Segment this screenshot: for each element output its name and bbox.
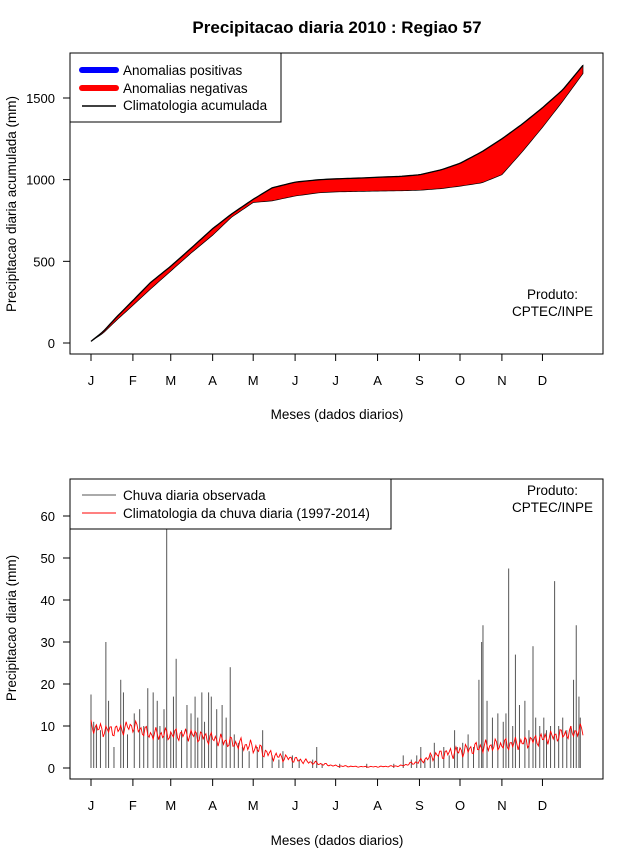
bottom-x-tick-label: M xyxy=(165,798,176,813)
top-x-tick-label: F xyxy=(129,373,137,388)
top-y-tick-label: 0 xyxy=(48,336,55,351)
top-annotation-line-2: CPTEC/INPE xyxy=(512,304,593,319)
top-x-tick-label: N xyxy=(497,373,506,388)
bottom-legend-box xyxy=(69,478,392,530)
bottom-y-axis: 0 10 20 30 40 50 60 xyxy=(41,509,70,776)
bottom-y-tick-label: 20 xyxy=(41,677,55,692)
top-y-axis-label: Precipitacao diaria acumulada (mm) xyxy=(4,96,19,312)
legend-climatology-label: Climatologia acumulada xyxy=(123,98,268,113)
top-annotation-line-1: Produto: xyxy=(527,287,578,302)
bottom-annotation-line-1: Produto: xyxy=(527,483,578,498)
bottom-y-tick-label: 60 xyxy=(41,509,55,524)
top-x-axis-label: Meses (dados diarios) xyxy=(271,407,404,422)
daily-climatology-line-group xyxy=(90,719,584,768)
top-x-tick-label: J xyxy=(292,373,299,388)
bottom-x-tick-label: D xyxy=(538,798,547,813)
bottom-y-tick-label: 30 xyxy=(41,635,55,650)
legend-positive-label: Anomalias positivas xyxy=(123,63,243,78)
top-x-tick-label: M xyxy=(248,373,259,388)
top-x-tick-label: S xyxy=(415,373,424,388)
bottom-x-tick-label: J xyxy=(292,798,299,813)
top-x-tick-label: O xyxy=(455,373,465,388)
legend-observed-label: Chuva diaria observada xyxy=(123,488,266,503)
bottom-x-tick-label: N xyxy=(497,798,506,813)
bottom-y-tick-label: 10 xyxy=(41,719,55,734)
top-x-tick-label: J xyxy=(332,373,339,388)
top-x-tick-label: J xyxy=(88,373,95,388)
top-y-tick-label: 1500 xyxy=(26,91,55,106)
bottom-x-axis-label: Meses (dados diarios) xyxy=(271,833,404,848)
bottom-x-tick-label: O xyxy=(455,798,465,813)
bottom-y-axis-label: Precipitacao diaria (mm) xyxy=(4,555,19,701)
bottom-legend: Chuva diaria observada Climatologia da c… xyxy=(69,478,392,530)
climatology-accumulated-line xyxy=(90,64,584,342)
bottom-x-tick-label: S xyxy=(415,798,424,813)
top-y-tick-label: 500 xyxy=(33,254,55,269)
bottom-x-tick-label: A xyxy=(373,798,382,813)
legend-daily-climatology-label: Climatologia da chuva diaria (1997-2014) xyxy=(123,506,370,521)
daily-climatology-line xyxy=(90,719,584,768)
bottom-x-tick-label: J xyxy=(88,798,95,813)
legend-negative-label: Anomalias negativas xyxy=(123,81,248,96)
top-chart: J F M A M J J A S O N D 0 500 1000 1500 Meses (dados d… xyxy=(4,52,604,422)
daily-rain-bars xyxy=(90,479,581,768)
top-legend: Anomalias positivas Anomalias negativas … xyxy=(69,52,282,123)
bottom-x-tick-label: M xyxy=(248,798,259,813)
top-y-tick-label: 1000 xyxy=(26,173,55,188)
chart-title: Precipitacao diaria 2010 : Regiao 57 xyxy=(192,18,481,37)
top-y-axis: 0 500 1000 1500 xyxy=(26,91,70,351)
bottom-x-tick-label: F xyxy=(129,798,137,813)
top-x-tick-label: D xyxy=(538,373,547,388)
bottom-y-tick-label: 50 xyxy=(41,551,55,566)
bottom-annotation-line-2: CPTEC/INPE xyxy=(512,500,593,515)
bottom-y-tick-label: 40 xyxy=(41,593,55,608)
bottom-chart: J F M A M J J A S O N D 0 10 20 30 40 50 60 Meses (dados … xyxy=(4,478,604,848)
top-x-tick-label: A xyxy=(373,373,382,388)
bottom-x-tick-label: A xyxy=(208,798,217,813)
climatology-line-group xyxy=(90,64,584,342)
bottom-y-tick-label: 0 xyxy=(48,761,55,776)
top-x-tick-label: M xyxy=(165,373,176,388)
top-x-tick-label: A xyxy=(208,373,217,388)
bottom-x-tick-label: J xyxy=(332,798,339,813)
